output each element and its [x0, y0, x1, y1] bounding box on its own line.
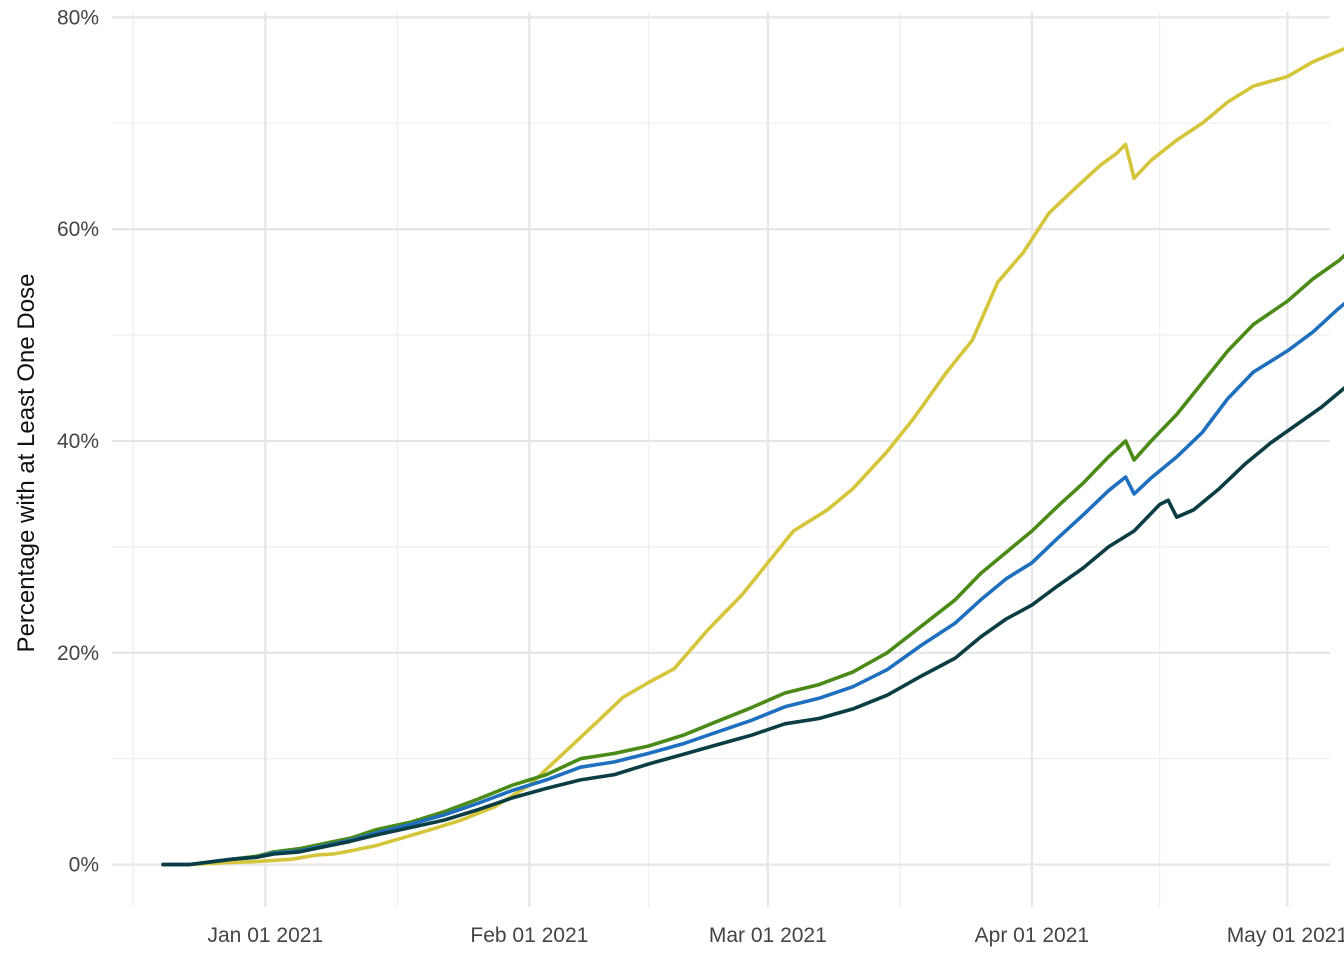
x-tick-label: Mar 01 2021 — [709, 924, 827, 947]
x-tick-label: May 01 2021 — [1227, 924, 1344, 947]
series-line-2 — [161, 253, 1344, 867]
gridlines — [112, 12, 1330, 907]
series-line-1 — [161, 46, 1344, 867]
y-tick-label: 60% — [57, 218, 99, 241]
y-tick-label: 20% — [57, 642, 99, 665]
tick-labels: 0% 20% 40% 60% 80% Jan 01 2021 Feb 01 2021 Mar … — [57, 6, 1344, 947]
x-tick-label: Feb 01 2021 — [470, 924, 588, 947]
series-line-4 — [161, 386, 1344, 867]
x-tick-label: Apr 01 2021 — [975, 924, 1089, 947]
x-tick-label: Jan 01 2021 — [208, 924, 324, 947]
y-tick-label: 40% — [57, 430, 99, 453]
y-tick-label: 80% — [57, 6, 99, 29]
series-line-3 — [161, 301, 1344, 867]
y-axis-title: Percentage with at Least One Dose — [13, 274, 40, 653]
series-lines — [161, 46, 1344, 867]
y-tick-label: 0% — [69, 854, 99, 877]
